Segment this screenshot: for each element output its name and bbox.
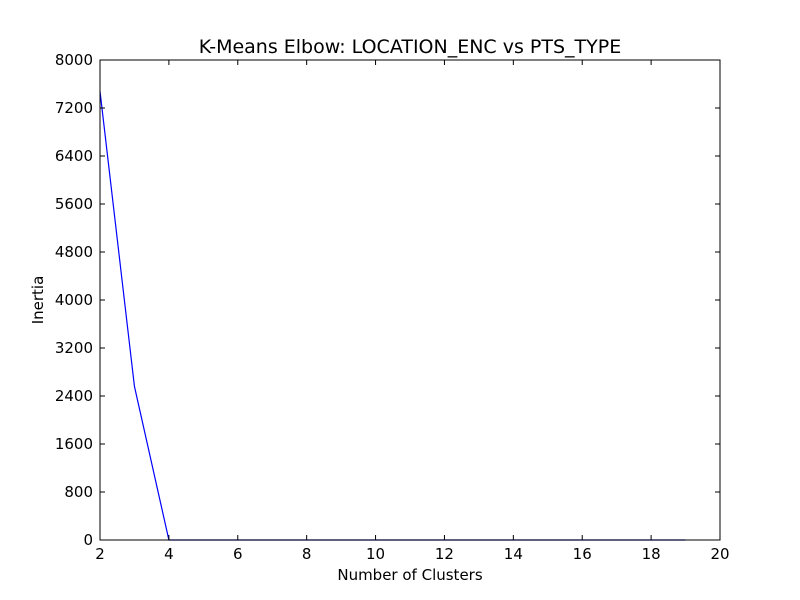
x-tick-label: 20 — [710, 545, 729, 563]
ticks-layer: 2 4 6 8 10 12 14 16 18 20 0 800 1600 2400 3200 4000 4800… — [55, 51, 730, 563]
x-tick-label: 6 — [233, 545, 243, 563]
y-tick-label: 4000 — [55, 291, 93, 309]
y-tick-label: 3200 — [55, 339, 93, 357]
y-tick-label: 8000 — [55, 51, 93, 69]
x-tick-label: 14 — [504, 545, 523, 563]
chart-title: K-Means Elbow: LOCATION_ENC vs PTS_TYPE — [199, 36, 621, 58]
plot-frame — [99, 59, 721, 541]
x-tick-label: 2 — [95, 545, 105, 563]
y-axis-label: Inertia — [29, 276, 47, 325]
y-tick-label: 6400 — [55, 147, 93, 165]
x-tick-label: 12 — [435, 545, 454, 563]
x-tick-label: 4 — [164, 545, 174, 563]
x-tick-label: 10 — [366, 545, 385, 563]
y-tick-label: 5600 — [55, 195, 93, 213]
series-layer — [99, 91, 686, 541]
x-axis-label: Number of Clusters — [337, 566, 482, 584]
x-tick-label: 16 — [573, 545, 592, 563]
y-tick-label: 800 — [64, 483, 93, 501]
y-tick-label: 4800 — [55, 243, 93, 261]
y-tick-label: 1600 — [55, 435, 93, 453]
inertia-line — [99, 91, 686, 541]
x-tick-label: 8 — [302, 545, 312, 563]
x-tick-label: 18 — [642, 545, 661, 563]
y-tick-label: 2400 — [55, 387, 93, 405]
y-tick-label: 7200 — [55, 99, 93, 117]
y-tick-label: 0 — [83, 531, 93, 549]
